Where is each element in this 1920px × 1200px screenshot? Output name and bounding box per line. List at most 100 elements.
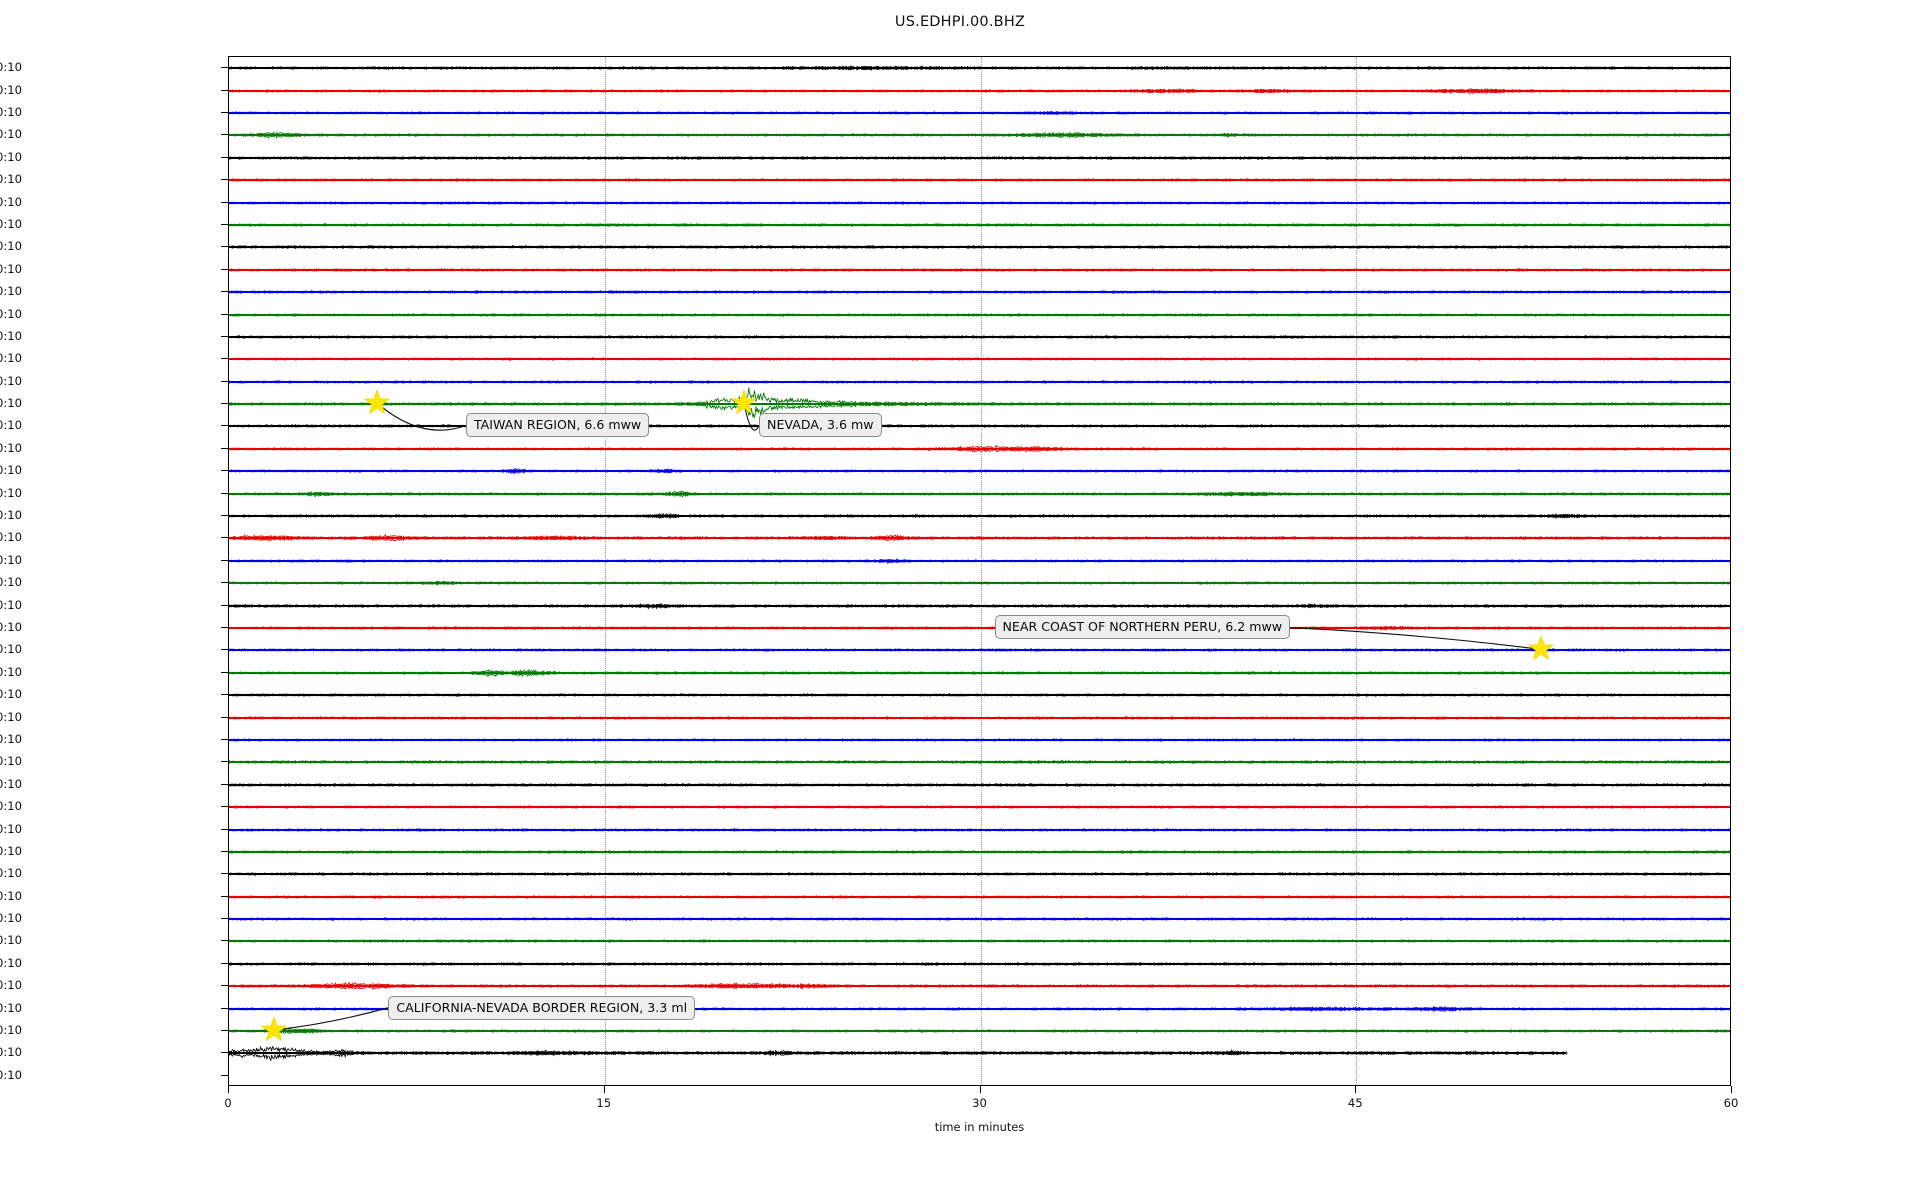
y-tick-label: 21:00:10	[0, 1067, 22, 1082]
y-tick-mark	[221, 828, 228, 830]
event-label-california-nevada[interactable]: CALIFORNIA-NEVADA BORDER REGION, 3.3 ml	[388, 995, 696, 1020]
seismic-trace	[229, 362, 1730, 402]
seismic-trace	[229, 317, 1730, 357]
seismic-trace	[229, 406, 1730, 446]
y-tick-label: 08:00:10	[0, 776, 22, 791]
y-tick-mark	[221, 447, 228, 449]
seismic-trace	[229, 944, 1730, 984]
y-tick-label: 05:00:10	[0, 709, 22, 724]
plot-area	[228, 56, 1731, 1086]
y-tick-label: 06:00:10	[0, 194, 22, 209]
y-tick-mark	[221, 380, 228, 382]
y-tick-label: 07:00:10	[0, 216, 22, 231]
event-label-peru[interactable]: NEAR COAST OF NORTHERN PERU, 6.2 mww	[994, 614, 1291, 639]
y-tick-label: 15:00:10	[0, 933, 22, 948]
gridline-30	[980, 57, 982, 1085]
y-tick-mark	[221, 738, 228, 740]
y-tick-label: 12:00:10	[0, 328, 22, 343]
seismic-trace	[229, 183, 1730, 223]
y-tick-mark	[221, 649, 228, 651]
seismic-trace	[229, 832, 1730, 872]
event-label-taiwan[interactable]: TAIWAN REGION, 6.6 mww	[465, 413, 650, 438]
y-tick-label: 20:00:10	[0, 1045, 22, 1060]
y-tick-mark	[221, 335, 228, 337]
seismic-trace	[229, 877, 1730, 917]
seismic-trace	[229, 563, 1730, 603]
seismic-trace	[229, 541, 1730, 581]
seismic-trace	[229, 742, 1730, 782]
seismic-trace	[229, 272, 1730, 312]
seismic-trace	[229, 429, 1730, 469]
x-tick-label: 0	[224, 1096, 232, 1110]
y-tick-mark	[221, 761, 228, 763]
y-tick-mark	[221, 626, 228, 628]
y-tick-label: 03:00:10	[0, 127, 22, 142]
seismic-trace	[229, 295, 1730, 335]
y-tick-label: 02:00:10	[0, 104, 22, 119]
y-tick-label: 20:00:10	[0, 508, 22, 523]
y-tick-mark	[221, 559, 228, 561]
y-tick-mark	[221, 806, 228, 808]
seismic-trace	[229, 720, 1730, 760]
seismic-trace	[229, 653, 1730, 693]
seismic-trace	[229, 227, 1730, 267]
seismic-trace	[229, 765, 1730, 805]
y-tick-label: 17:00:10	[0, 978, 22, 993]
y-tick-mark	[221, 134, 228, 136]
y-tick-label: 17:00:10	[0, 440, 22, 455]
seismic-trace	[229, 518, 1730, 558]
y-tick-mark	[221, 223, 228, 225]
y-tick-label: 11:00:10	[0, 306, 22, 321]
y-tick-mark	[221, 291, 228, 293]
x-tick-label: 60	[1723, 1096, 1739, 1110]
y-tick-mark	[221, 425, 228, 427]
page-title: US.EDHPI.00.BHZ	[894, 14, 1026, 30]
seismic-trace	[229, 160, 1730, 200]
plot-inner	[229, 57, 1730, 1085]
seismic-trace	[229, 71, 1730, 111]
seismic-trace	[229, 1033, 1730, 1073]
y-tick-mark	[221, 1074, 228, 1076]
seismic-trace	[229, 138, 1730, 178]
y-tick-mark	[221, 268, 228, 270]
x-tick-label: 15	[596, 1096, 612, 1110]
seismic-trace	[229, 93, 1730, 133]
y-tick-label: 04:00:10	[0, 149, 22, 164]
y-tick-mark	[221, 89, 228, 91]
seismic-trace	[229, 608, 1730, 648]
y-tick-label: 21:00:10	[0, 530, 22, 545]
y-tick-label: 23:00:10	[0, 575, 22, 590]
y-tick-mark	[221, 694, 228, 696]
y-tick-mark	[221, 492, 228, 494]
y-tick-mark	[221, 1007, 228, 1009]
y-tick-label: 13:00:10	[0, 351, 22, 366]
seismic-trace	[229, 384, 1730, 424]
seismic-trace	[229, 586, 1730, 626]
y-tick-label: 10:00:10	[0, 284, 22, 299]
y-tick-mark	[221, 313, 228, 315]
seismic-trace	[229, 787, 1730, 827]
y-tick-label: 07:00:10	[0, 754, 22, 769]
y-tick-mark	[221, 1030, 228, 1032]
y-tick-label: 14:00:10	[0, 911, 22, 926]
y-tick-mark	[221, 111, 228, 113]
y-tick-label: 18:00:10	[0, 1000, 22, 1015]
y-tick-label: 10:00:10	[0, 821, 22, 836]
y-tick-mark	[221, 537, 228, 539]
y-tick-label: 03:00:10	[0, 664, 22, 679]
x-tick-mark	[603, 1086, 605, 1093]
seismic-trace	[229, 675, 1730, 715]
seismic-trace	[229, 810, 1730, 850]
y-tick-mark	[221, 515, 228, 517]
y-tick-label: 04:00:10	[0, 687, 22, 702]
seismic-trace	[229, 474, 1730, 514]
y-tick-mark	[221, 67, 228, 69]
y-tick-mark	[221, 604, 228, 606]
y-tick-label: 08:00:10	[0, 239, 22, 254]
y-tick-label: 02:00:10	[0, 642, 22, 657]
seismic-trace	[229, 496, 1730, 536]
event-label-nevada[interactable]: NEVADA, 3.6 mw	[759, 413, 882, 438]
x-tick-mark	[979, 1086, 981, 1093]
y-tick-label: 11:00:10	[0, 843, 22, 858]
y-tick-label: 14:00:10	[0, 373, 22, 388]
